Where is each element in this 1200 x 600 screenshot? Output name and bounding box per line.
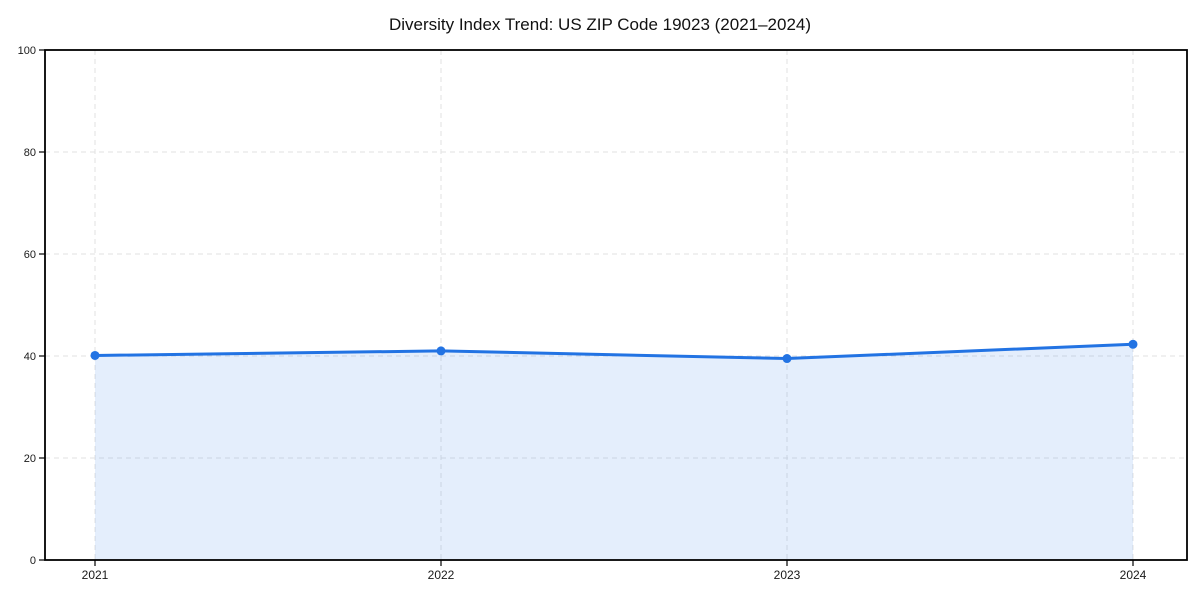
y-tick-label-100: 100 — [18, 45, 36, 57]
plot-layer: 0 20 40 60 80 100 2021 2022 2023 2024 — [18, 45, 1188, 582]
y-tick-label-80: 80 — [24, 147, 36, 159]
x-tick-label-2024: 2024 — [1120, 568, 1147, 582]
data-point-2023 — [782, 354, 792, 364]
data-point-2024 — [1128, 339, 1138, 349]
data-point-2021 — [90, 350, 100, 360]
x-tick-label-2022: 2022 — [428, 568, 455, 582]
y-tick-label-20: 20 — [24, 453, 36, 465]
x-tick-label-2021: 2021 — [82, 568, 109, 582]
y-tick-label-40: 40 — [24, 351, 36, 363]
area-fill — [95, 344, 1133, 560]
plot-frame — [44, 49, 1188, 561]
trend-line — [93, 342, 1135, 361]
data-point-2022 — [436, 346, 446, 356]
y-tick-label-0: 0 — [30, 555, 36, 567]
x-tick-label-2023: 2023 — [774, 568, 801, 582]
chart-title: Diversity Index Trend: US ZIP Code 19023… — [389, 15, 811, 34]
y-tick-label-60: 60 — [24, 249, 36, 261]
